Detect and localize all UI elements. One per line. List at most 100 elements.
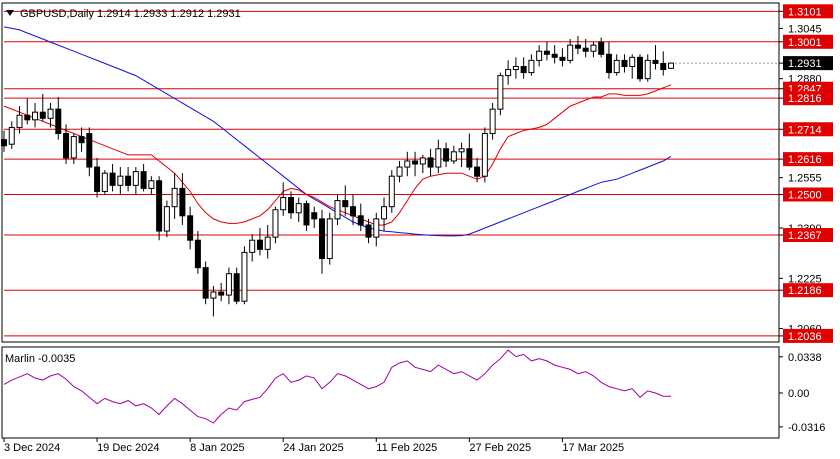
candle: [458, 142, 465, 168]
candle: [163, 200, 170, 238]
candle: [194, 231, 201, 274]
price-tick-label: 1.2225: [788, 273, 822, 285]
candle: [636, 54, 643, 82]
candle: [264, 224, 271, 259]
candle-body: [381, 206, 388, 220]
marlin-tick-label: 0.00: [788, 388, 809, 400]
candle: [202, 261, 209, 305]
candle-body: [598, 41, 605, 55]
candle: [117, 167, 124, 195]
candles: [1, 36, 674, 317]
current-price-tag: [783, 56, 833, 71]
candle-body: [55, 108, 62, 135]
candle: [582, 39, 589, 58]
candle-body: [536, 50, 543, 61]
candle-body: [101, 172, 108, 192]
candle-body: [528, 59, 535, 74]
candle-body: [474, 166, 481, 177]
candle-body: [311, 212, 318, 220]
level-price-tag: [783, 283, 833, 298]
candle: [404, 151, 411, 177]
candle-body: [210, 291, 217, 299]
candle-body: [156, 180, 163, 232]
candle-body: [148, 180, 155, 189]
candle-body: [350, 206, 357, 217]
candle: [272, 206, 279, 244]
pane-frames: [1, 2, 780, 439]
marlin-indicator-pane: [3, 349, 671, 424]
price-tick-label: 1.3001: [788, 37, 822, 49]
candle: [148, 176, 155, 195]
candle-body: [78, 136, 85, 144]
candle-body: [357, 215, 364, 226]
candle-body: [668, 62, 674, 69]
candle-body: [652, 59, 659, 64]
candle: [295, 197, 302, 222]
candle-body: [412, 160, 419, 165]
level-price-tag: [783, 328, 833, 343]
candle-body: [621, 59, 628, 67]
candle: [225, 267, 232, 305]
candle: [311, 206, 318, 229]
level-price-tag: [783, 4, 833, 19]
candle-body: [187, 215, 194, 241]
candle: [551, 45, 558, 64]
time-tick-label: 11 Feb 2025: [376, 442, 437, 454]
candle-body: [373, 218, 380, 238]
candle-body: [365, 224, 372, 238]
candle-body: [629, 56, 636, 67]
candle: [16, 106, 23, 134]
candle: [660, 51, 667, 76]
collapse-triangle-icon[interactable]: [6, 10, 14, 16]
candle: [652, 45, 659, 70]
candle-body: [202, 267, 209, 299]
candle-body: [16, 114, 23, 128]
candle-body: [396, 166, 403, 177]
candle-body: [171, 187, 178, 208]
candle: [241, 246, 248, 305]
price-tick-label: 1.3101: [788, 6, 822, 18]
candle: [287, 191, 294, 219]
horizontal-levels: [4, 10, 779, 337]
candle: [543, 42, 550, 61]
candle-body: [466, 148, 473, 168]
candle: [388, 170, 395, 213]
candle: [365, 218, 372, 244]
candle: [435, 139, 442, 174]
candle-body: [24, 114, 31, 121]
candle-body: [295, 203, 302, 214]
candle-body: [117, 175, 124, 186]
candle: [210, 285, 217, 317]
candle-body: [574, 44, 581, 49]
candle-body: [342, 200, 349, 208]
candle-body: [326, 218, 333, 259]
candle: [357, 203, 364, 232]
candle: [629, 54, 636, 79]
price-tick-label: 1.2816: [788, 93, 822, 105]
candle-body: [63, 133, 70, 159]
price-tick-label: 1.2367: [788, 230, 822, 242]
candle-body: [551, 53, 558, 58]
candle: [613, 54, 620, 76]
candle: [249, 234, 256, 262]
candle: [427, 148, 434, 177]
candle-body: [660, 62, 667, 71]
price-tick-label: 1.2555: [788, 173, 822, 185]
candle: [334, 194, 341, 225]
candle: [63, 124, 70, 165]
candle: [373, 212, 380, 247]
candle-body: [567, 44, 574, 61]
candle: [474, 157, 481, 183]
price-tick-label: 1.2616: [788, 154, 822, 166]
time-tick-label: 17 Mar 2025: [562, 442, 624, 454]
candle-body: [481, 133, 488, 177]
candle: [505, 60, 512, 85]
candle: [280, 182, 287, 216]
candle-body: [86, 133, 93, 168]
main-pane-frame: [1, 2, 780, 343]
candle-body: [272, 209, 279, 238]
level-price-tag: [783, 122, 833, 137]
level-price-tag: [783, 152, 833, 167]
